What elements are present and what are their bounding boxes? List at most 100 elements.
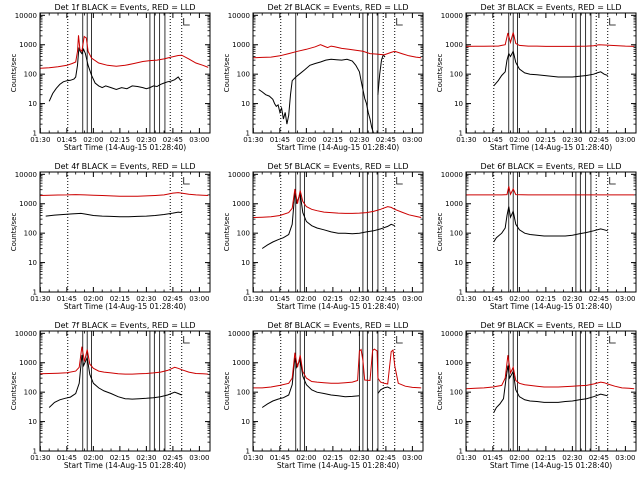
x-tick-label: 02:15 xyxy=(536,454,556,462)
x-tick-label: 02:45 xyxy=(163,295,183,303)
y-axis-label: Counts/sec xyxy=(10,213,18,252)
plot-panel: 1 10 100 1000 10000 01:30 01:45 02:00 02:15 02:30… xyxy=(10,321,211,470)
x-tick-label: 02:45 xyxy=(376,454,396,462)
plot-panel: 1 10 100 1000 10000 01:30 01:45 02:00 02:15 02:30… xyxy=(436,162,637,311)
y-tick-label: 10000 xyxy=(15,171,37,179)
x-tick-label: 02:30 xyxy=(349,136,369,144)
x-tick-label: 02:30 xyxy=(136,295,156,303)
plot-frame xyxy=(39,330,211,452)
y-tick-label: 1 xyxy=(459,448,463,456)
y-tick-label: 1 xyxy=(246,289,250,297)
x-tick-label: 02:15 xyxy=(110,136,130,144)
x-tick-label: 02:00 xyxy=(509,454,529,462)
y-tick-label: 100 xyxy=(237,389,250,397)
x-axis-label: Start Time (14-Aug-15 01:28:40) xyxy=(490,143,612,152)
y-axis-label: Counts/sec xyxy=(223,372,231,411)
lld-series-line xyxy=(253,44,422,59)
plot-panel: 1 10 100 1000 10000 01:30 01:45 02:00 02:15 02:30… xyxy=(223,162,424,311)
y-tick-label: 1 xyxy=(33,448,37,456)
lld-series-line xyxy=(40,35,209,69)
x-tick-label: 02:30 xyxy=(136,454,156,462)
x-tick-label: 02:45 xyxy=(163,136,183,144)
x-tick-label: 02:00 xyxy=(509,295,529,303)
plot-frame xyxy=(39,171,211,293)
x-tick-label: 02:30 xyxy=(349,295,369,303)
bracket-marker xyxy=(609,177,616,185)
series-group xyxy=(466,32,635,87)
x-tick-label: 02:15 xyxy=(323,136,343,144)
y-tick-label: 1000 xyxy=(445,359,463,367)
x-tick-label: 03:00 xyxy=(615,454,635,462)
events-series-line xyxy=(493,206,608,243)
x-tick-label: 02:30 xyxy=(349,454,369,462)
series-group xyxy=(40,35,209,102)
lld-series-line xyxy=(253,348,422,389)
y-tick-label: 1000 xyxy=(445,41,463,49)
y-tick-label: 10 xyxy=(454,259,463,267)
events-series-line xyxy=(258,58,374,133)
y-tick-label: 100 xyxy=(24,71,37,79)
y-tick-label: 10000 xyxy=(441,330,463,338)
x-tick-label: 02:45 xyxy=(376,295,396,303)
panel-title: Det 1f BLACK = Events, RED = LLD xyxy=(54,3,195,12)
y-tick-label: 1000 xyxy=(19,41,37,49)
x-tick-label: 01:30 xyxy=(243,295,263,303)
y-tick-label: 10000 xyxy=(228,12,250,20)
bracket-marker xyxy=(609,336,616,344)
x-tick-label: 02:30 xyxy=(562,454,582,462)
y-axis-label: Counts/sec xyxy=(436,54,444,93)
y-tick-label: 100 xyxy=(450,230,463,238)
bracket-marker xyxy=(183,177,190,185)
events-series-line xyxy=(45,211,182,218)
x-tick-label: 02:45 xyxy=(589,136,609,144)
lld-series-line xyxy=(40,346,209,375)
y-axis-label: Counts/sec xyxy=(436,372,444,411)
y-tick-label: 10 xyxy=(28,100,37,108)
panel-title: Det 2f BLACK = Events, RED = LLD xyxy=(267,3,408,12)
x-axis-label: Start Time (14-Aug-15 01:28:40) xyxy=(64,143,186,152)
x-tick-label: 02:15 xyxy=(110,295,130,303)
x-tick-label: 03:00 xyxy=(402,454,422,462)
x-axis-label: Start Time (14-Aug-15 01:28:40) xyxy=(277,302,399,311)
x-axis-label: Start Time (14-Aug-15 01:28:40) xyxy=(64,461,186,470)
y-tick-label: 10000 xyxy=(441,171,463,179)
y-tick-label: 10 xyxy=(241,100,250,108)
plot-frame xyxy=(465,12,637,134)
x-axis-label: Start Time (14-Aug-15 01:28:40) xyxy=(64,302,186,311)
y-tick-label: 100 xyxy=(237,71,250,79)
plot-panel: 1 10 100 1000 10000 01:30 01:45 02:00 02:15 02:30… xyxy=(10,162,211,311)
y-axis-label: Counts/sec xyxy=(10,372,18,411)
plot-frame xyxy=(465,171,637,293)
y-tick-label: 1 xyxy=(459,130,463,138)
y-tick-label: 1 xyxy=(33,289,37,297)
plot-frame xyxy=(465,330,637,452)
x-tick-label: 01:45 xyxy=(57,295,77,303)
bracket-marker xyxy=(183,18,190,26)
series-group xyxy=(253,44,422,133)
x-tick-label: 02:30 xyxy=(562,295,582,303)
y-tick-label: 1000 xyxy=(19,200,37,208)
y-tick-label: 100 xyxy=(450,71,463,79)
x-axis-label: Start Time (14-Aug-15 01:28:40) xyxy=(277,461,399,470)
events-series-line xyxy=(377,53,386,95)
events-series-line xyxy=(493,365,608,413)
x-tick-label: 02:45 xyxy=(376,136,396,144)
panel-title: Det 9f BLACK = Events, RED = LLD xyxy=(480,321,621,330)
panel-title: Det 5f BLACK = Events, RED = LLD xyxy=(267,162,408,171)
events-series-line xyxy=(48,355,182,408)
plot-panel: 1 10 100 1000 10000 01:30 01:45 02:00 02:15 02:30… xyxy=(223,3,424,152)
series-group xyxy=(40,346,209,408)
bracket-marker xyxy=(609,18,616,26)
x-tick-label: 03:00 xyxy=(615,136,635,144)
x-tick-label: 02:00 xyxy=(296,136,316,144)
panel-title: Det 6f BLACK = Events, RED = LLD xyxy=(480,162,621,171)
x-tick-label: 01:45 xyxy=(270,454,290,462)
panel-title: Det 4f BLACK = Events, RED = LLD xyxy=(54,162,195,171)
events-series-line xyxy=(377,386,392,394)
x-tick-label: 02:00 xyxy=(83,454,103,462)
x-tick-label: 02:00 xyxy=(296,454,316,462)
x-axis-label: Start Time (14-Aug-15 01:28:40) xyxy=(490,461,612,470)
x-tick-label: 03:00 xyxy=(189,295,209,303)
bracket-marker xyxy=(183,336,190,344)
